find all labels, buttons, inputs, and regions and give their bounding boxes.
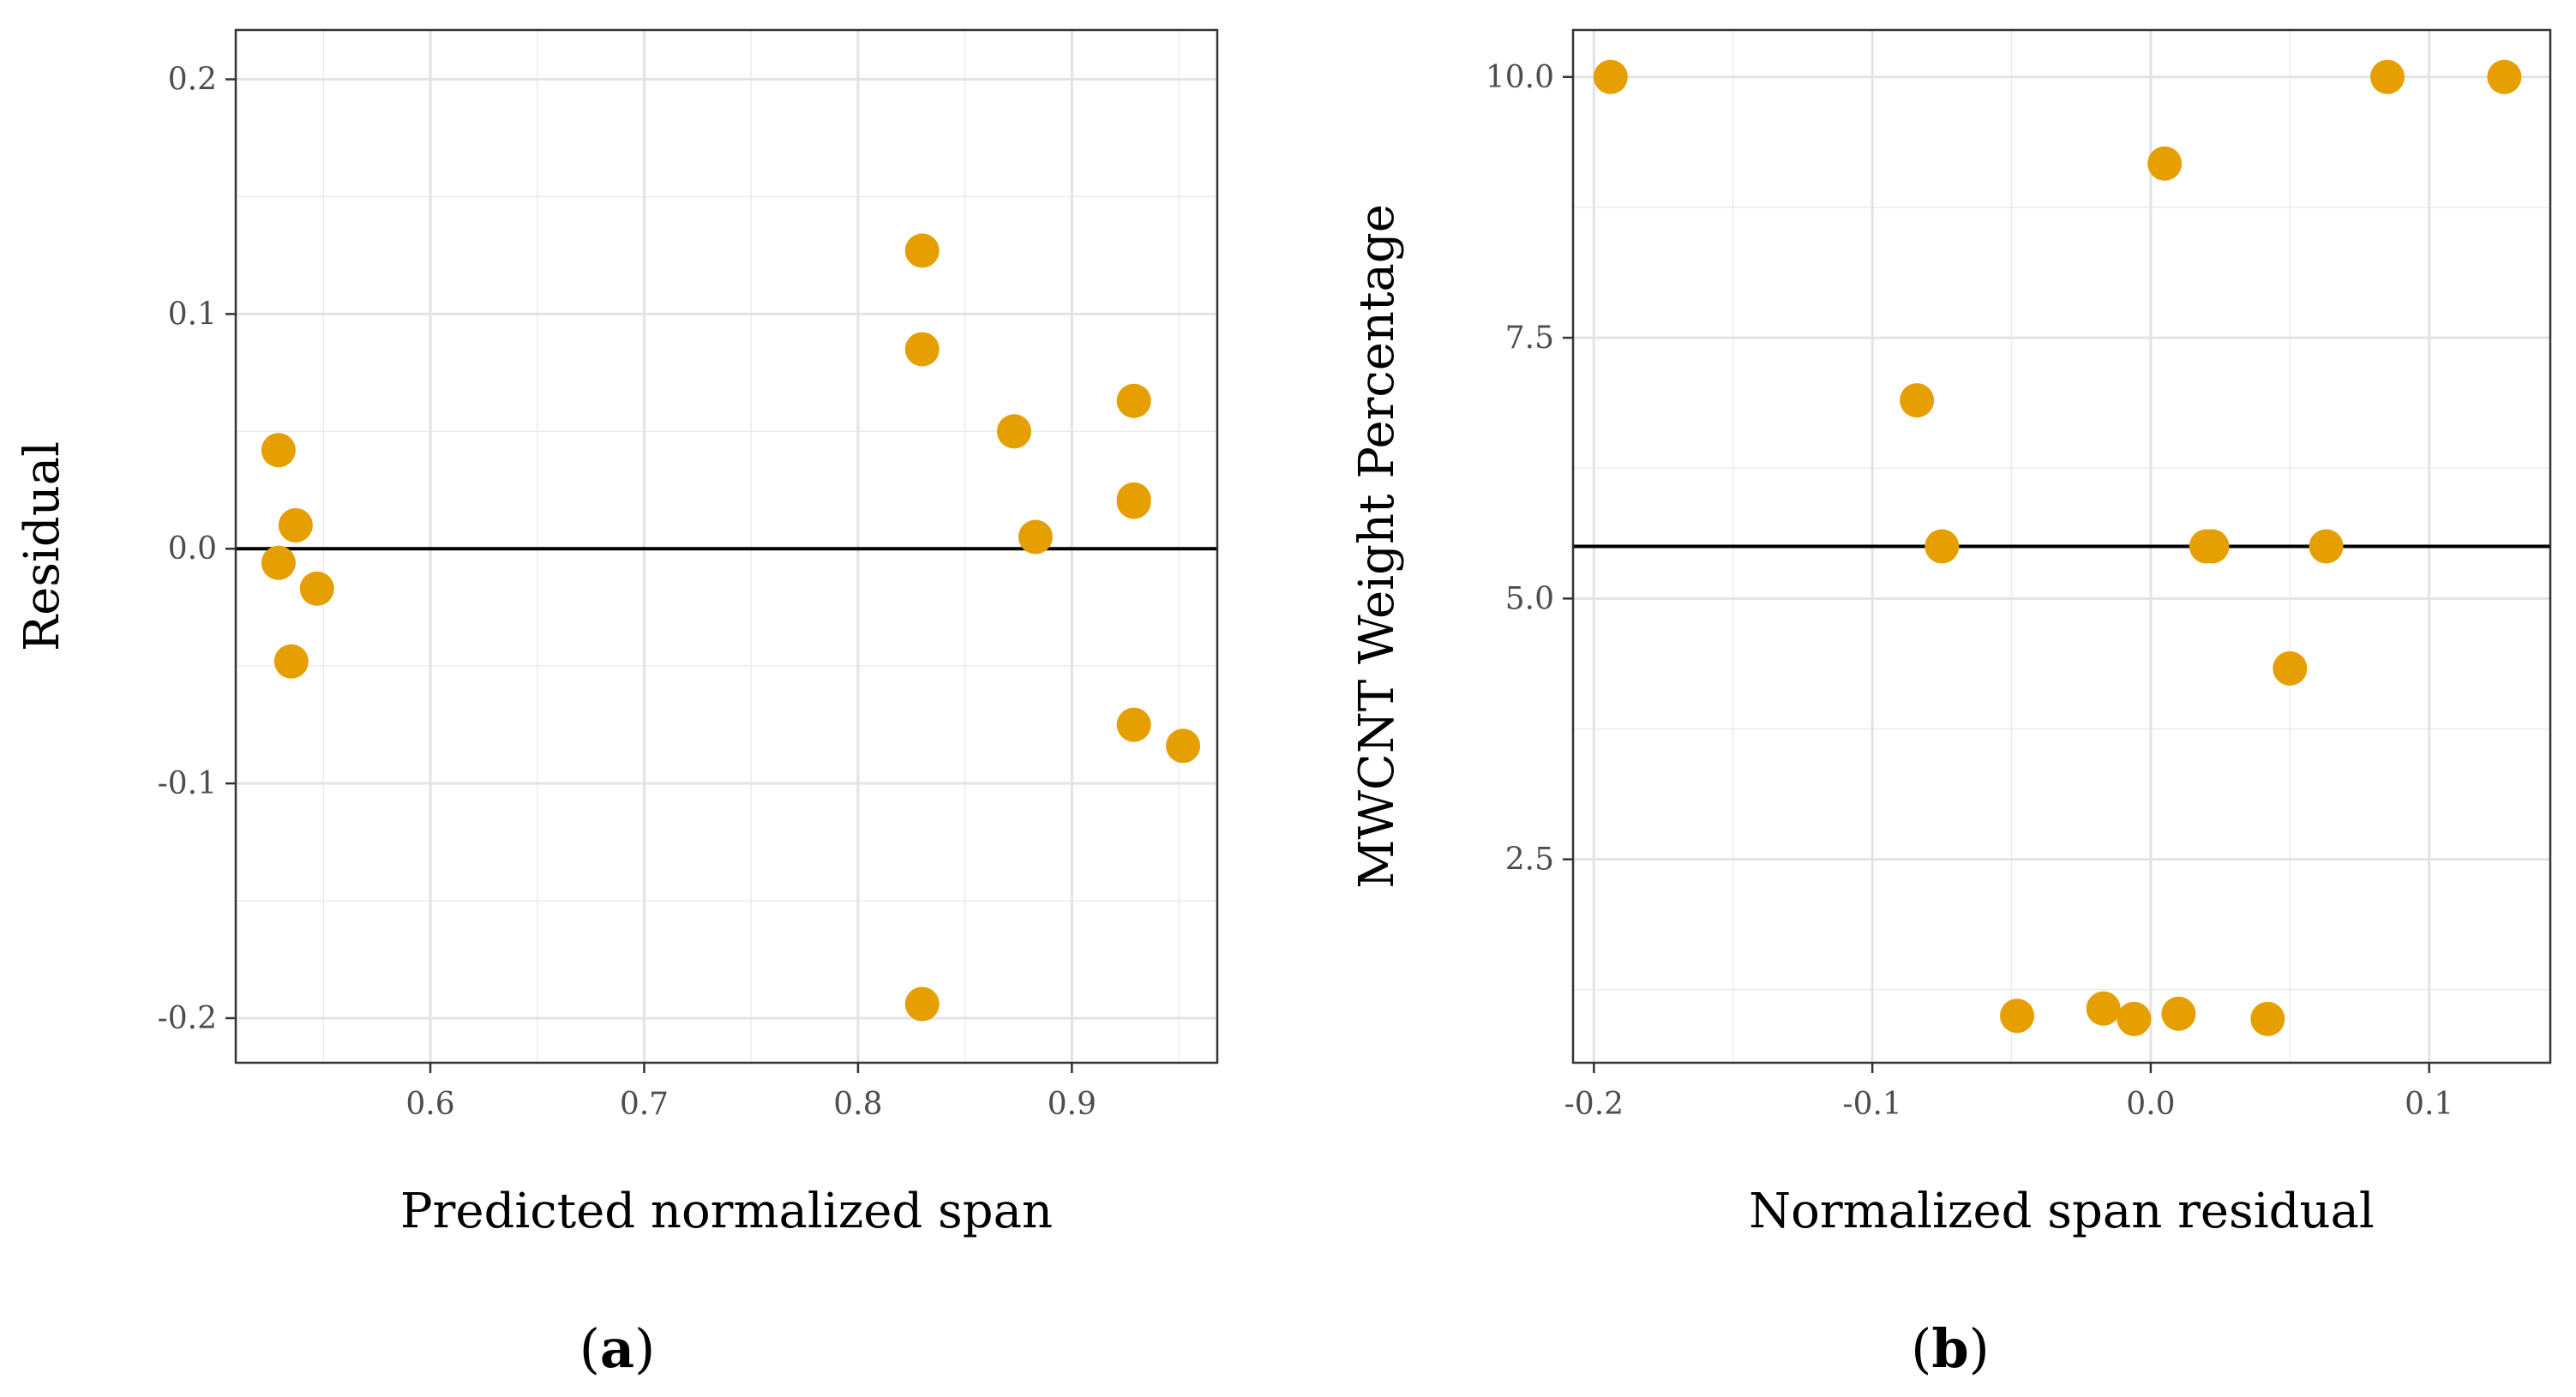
data-point xyxy=(261,433,296,468)
y-tick-label: 5.0 xyxy=(1505,581,1554,616)
y-tick-label: 0.0 xyxy=(168,531,217,567)
data-point xyxy=(2309,529,2344,564)
y-axis-title: MWCNT Weight Percentage xyxy=(1349,204,1405,889)
data-point xyxy=(2000,998,2035,1034)
data-point xyxy=(1593,59,1628,94)
x-tick-label: 0.7 xyxy=(620,1087,669,1122)
data-point xyxy=(904,332,940,367)
data-point xyxy=(2273,651,2308,686)
grid xyxy=(236,30,1217,1063)
data-point xyxy=(2370,59,2405,94)
data-point xyxy=(1166,728,1201,764)
x-axis: 0.6 0.7 0.8 0.9 xyxy=(405,1063,1096,1122)
y-axis: 2.5 5.0 7.5 10.0 xyxy=(1486,60,1573,878)
caption-letter: b xyxy=(1931,1317,1968,1380)
data-point xyxy=(904,986,940,1022)
x-tick-label: 0.9 xyxy=(1048,1087,1096,1122)
y-axis-title: Residual xyxy=(15,441,70,651)
data-point xyxy=(904,233,940,268)
data-point xyxy=(1018,519,1053,555)
x-axis: -0.2 -0.1 0.0 0.1 xyxy=(1564,1063,2453,1122)
data-points xyxy=(261,233,1201,1022)
y-tick-label: 0.2 xyxy=(168,63,217,98)
data-point xyxy=(1900,383,1935,418)
y-axis: -0.2 -0.1 0.0 0.1 0.2 xyxy=(158,63,236,1036)
data-point xyxy=(261,545,296,580)
y-tick-label: 2.5 xyxy=(1505,842,1554,878)
y-tick-label: -0.2 xyxy=(158,1001,217,1036)
data-point xyxy=(1116,383,1151,418)
data-point xyxy=(2147,146,2183,181)
data-point xyxy=(2086,991,2121,1026)
y-tick-label: 0.1 xyxy=(168,297,217,332)
data-points xyxy=(1593,59,2522,1036)
x-tick-label: 0.8 xyxy=(833,1087,882,1122)
data-point xyxy=(2195,529,2230,564)
data-point xyxy=(2161,996,2196,1031)
data-point xyxy=(2250,1001,2285,1036)
data-point xyxy=(278,507,313,543)
x-tick-label: 0.0 xyxy=(2126,1087,2175,1122)
panel-a: 0.6 0.7 0.8 0.9 -0.2 -0.1 0.0 0.1 0.2 Predicted… xyxy=(15,28,1219,1380)
data-point xyxy=(1924,529,1960,564)
data-point xyxy=(1116,484,1151,519)
x-axis-title: Predicted normalized span xyxy=(400,1184,1053,1239)
y-tick-label: -0.1 xyxy=(158,766,217,801)
y-tick-label: 7.5 xyxy=(1505,321,1554,356)
x-axis-title: Normalized span residual xyxy=(1749,1184,2375,1239)
panel-b: -0.2 -0.1 0.0 0.1 2.5 5.0 7.5 10.0 Normalized … xyxy=(1349,28,2552,1380)
y-tick-label: 10.0 xyxy=(1486,60,1554,95)
data-point xyxy=(299,571,334,606)
plot-panel-border xyxy=(1571,28,2552,1064)
plot-panel-border xyxy=(234,28,1219,1064)
data-point xyxy=(273,644,309,679)
caption-letter: a xyxy=(600,1317,634,1380)
x-tick-label: -0.1 xyxy=(1842,1087,1901,1122)
data-point xyxy=(2487,59,2522,94)
panel-caption: (a) xyxy=(579,1317,656,1380)
data-point xyxy=(1116,707,1151,742)
x-tick-label: 0.6 xyxy=(405,1087,454,1122)
x-tick-label: -0.2 xyxy=(1564,1087,1624,1122)
data-point xyxy=(997,414,1032,449)
x-tick-label: 0.1 xyxy=(2405,1087,2453,1122)
data-point xyxy=(2117,1001,2152,1036)
panel-caption: (b) xyxy=(1911,1317,1990,1380)
plot-panel-background xyxy=(236,30,1217,1063)
